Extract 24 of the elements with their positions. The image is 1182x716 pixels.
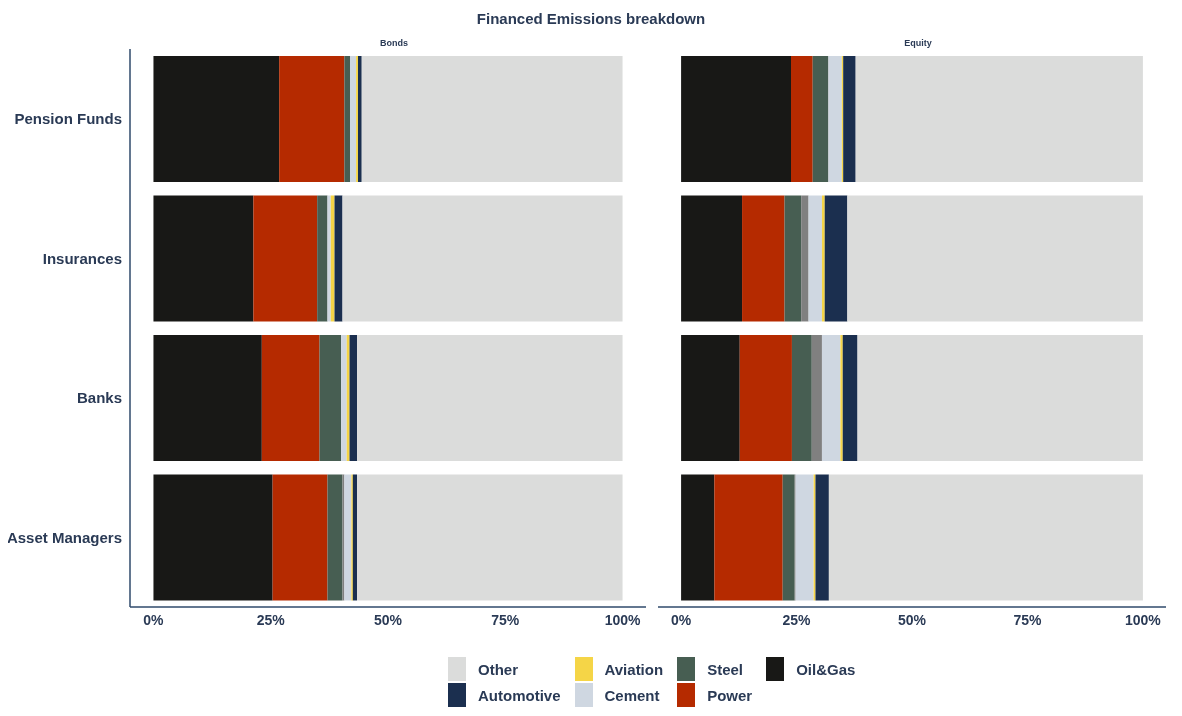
x-tick-label: 50% bbox=[373, 611, 403, 628]
x-tick-label: 25% bbox=[256, 611, 286, 628]
x-tick-label: 0% bbox=[670, 611, 692, 628]
x-tick-label: 75% bbox=[1013, 611, 1043, 628]
legend-label: Power bbox=[707, 686, 753, 704]
legend-label: Automotive bbox=[478, 686, 561, 704]
legend-label: Steel bbox=[707, 660, 743, 678]
legend-label: Aviation bbox=[604, 660, 664, 678]
x-tick-label: 50% bbox=[897, 611, 927, 628]
legend-label: Oil&Gas bbox=[796, 660, 856, 678]
legend-label: Other bbox=[478, 660, 519, 678]
chart-subtitle: Equity bbox=[903, 38, 933, 48]
x-tick-label: 100% bbox=[1125, 611, 1162, 628]
x-tick-label: 0% bbox=[143, 611, 165, 628]
y-tick-label: Asset Managers bbox=[6, 528, 122, 546]
y-tick-label: Insurances bbox=[42, 249, 122, 267]
legend-label: Cement bbox=[604, 686, 660, 704]
x-tick-label: 25% bbox=[782, 611, 812, 628]
y-tick-label: Banks bbox=[76, 389, 122, 407]
chart-subtitle: Bonds bbox=[379, 38, 409, 48]
x-tick-label: 75% bbox=[491, 611, 520, 628]
y-tick-label: Pension Funds bbox=[14, 110, 122, 128]
x-tick-label: 100% bbox=[604, 611, 641, 628]
chart-title: Financed Emissions breakdown bbox=[475, 10, 707, 27]
